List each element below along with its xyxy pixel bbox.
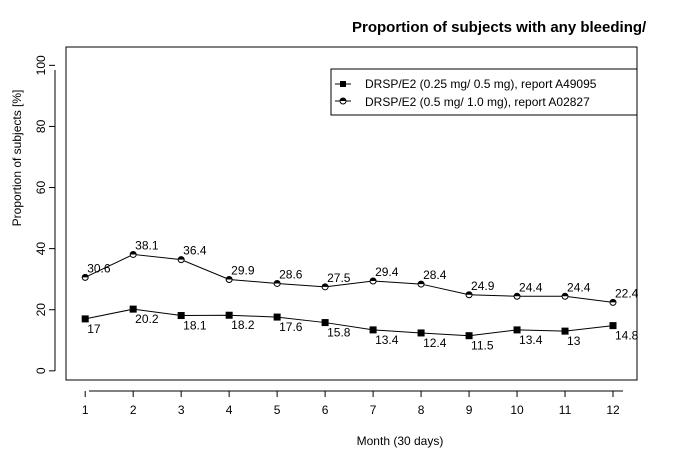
series-1-point-1 [81, 315, 89, 323]
legend-box [330, 68, 638, 116]
x-axis-label: Month (30 days) [357, 434, 444, 448]
series-2-point-3 [177, 256, 185, 264]
y-tick-label-40: 40 [34, 242, 48, 256]
series-2-point-fill-5 [274, 280, 281, 284]
y-tick-label-60: 60 [34, 181, 48, 195]
series-2-data-label-7: 29.4 [375, 265, 399, 279]
series-2-point-2 [129, 250, 137, 258]
series-1-point-12 [609, 322, 617, 330]
series-1-data-label-1: 17 [87, 322, 101, 336]
series-2-data-label-12: 22.4 [615, 286, 639, 300]
series-1-point-10 [513, 326, 521, 334]
series-1-point-5 [273, 313, 281, 321]
series-1-point-11 [561, 327, 569, 335]
series-1-point-6 [321, 319, 329, 327]
series-2-point-fill-10 [514, 293, 521, 297]
y-axis-ticks: 0 20 40 60 80 100 [34, 55, 55, 374]
series-1-point-7 [369, 326, 377, 334]
series-2-point-fill-1 [82, 274, 89, 278]
series-2-data-label-1: 30.6 [87, 261, 111, 275]
legend: DRSP/E2 (0.25 mg/ 0.5 mg), report A49095… [330, 68, 638, 116]
series-2-point-fill-7 [370, 278, 377, 282]
series-1-data-label-6: 15.8 [327, 326, 351, 340]
series-2: 30.6 38.1 36.4 29.9 28.6 27.5 29.4 28.4 24.9 24.4… [81, 238, 639, 306]
x-tick-label-9: 9 [466, 403, 473, 417]
series-1-data-label-4: 18.2 [231, 318, 255, 332]
series-2-point-4 [225, 275, 233, 283]
legend-label-series-2: DRSP/E2 (0.5 mg/ 1.0 mg), report A02827 [365, 95, 590, 109]
series-2-point-fill-4 [226, 276, 233, 280]
series-2-point-fill-12 [610, 299, 617, 303]
x-tick-label-11: 11 [559, 403, 572, 417]
series-1-point-4 [225, 311, 233, 319]
y-tick-label-100: 100 [34, 55, 48, 75]
series-1-data-label-8: 12.4 [423, 336, 447, 350]
series-2-point-fill-2 [130, 251, 137, 255]
series-2-data-label-2: 38.1 [135, 238, 159, 252]
x-tick-label-6: 6 [322, 403, 329, 417]
series-2-data-label-8: 28.4 [423, 268, 447, 282]
series-1-data-label-11: 13 [567, 334, 581, 348]
series-2-data-label-9: 24.9 [471, 279, 495, 293]
series-1-point-8 [417, 329, 425, 337]
x-tick-label-12: 12 [606, 403, 620, 417]
x-tick-label-7: 7 [370, 403, 377, 417]
series-1-data-label-10: 13.4 [519, 333, 543, 347]
series-2-point-9 [465, 291, 473, 299]
series-1: 17 20.2 18.1 18.2 17.6 15.8 13.4 12.4 11.5 13.4 13… [81, 305, 639, 353]
x-tick-label-8: 8 [418, 403, 425, 417]
series-2-point-10 [513, 292, 521, 300]
series-2-point-fill-11 [562, 293, 569, 297]
series-2-line [84, 253, 614, 303]
series-2-data-label-6: 27.5 [327, 271, 351, 285]
y-axis-label: Proportion of subjects [%] [10, 90, 24, 227]
legend-label-series-1: DRSP/E2 (0.25 mg/ 0.5 mg), report A49095 [365, 77, 597, 91]
series-1-data-label-12: 14.8 [615, 329, 639, 343]
series-1-line [85, 308, 614, 337]
series-2-point-fill-3 [178, 256, 185, 260]
chart-title: Proportion of subjects with any bleeding… [352, 19, 647, 36]
series-2-point-fill-8 [418, 281, 425, 285]
x-tick-label-1: 1 [82, 403, 89, 417]
series-2-data-label-10: 24.4 [519, 280, 543, 294]
series-2-data-label-4: 29.9 [231, 263, 255, 277]
series-2-point-8 [417, 280, 425, 288]
series-2-point-11 [561, 292, 569, 300]
series-2-point-12 [609, 298, 617, 306]
series-1-point-2 [129, 305, 137, 313]
series-2-point-5 [273, 279, 281, 287]
legend-marker-series-2-fill [340, 98, 346, 101]
series-2-point-6 [321, 283, 329, 291]
x-tick-label-10: 10 [510, 403, 524, 417]
series-1-point-9 [465, 332, 473, 340]
series-1-data-label-7: 13.4 [375, 333, 399, 347]
series-1-data-label-3: 18.1 [183, 319, 207, 333]
series-2-data-label-3: 36.4 [183, 244, 207, 258]
y-tick-label-80: 80 [34, 119, 48, 133]
x-tick-label-3: 3 [178, 403, 185, 417]
x-tick-label-2: 2 [130, 403, 137, 417]
legend-marker-series-1 [340, 81, 346, 87]
series-2-point-fill-6 [322, 283, 329, 287]
series-1-point-3 [177, 312, 185, 320]
x-tick-label-5: 5 [274, 403, 281, 417]
series-layer: 17 20.2 18.1 18.2 17.6 15.8 13.4 12.4 11.5 13.4 13… [81, 238, 639, 353]
series-1-data-label-5: 17.6 [279, 320, 303, 334]
series-2-point-fill-9 [466, 291, 473, 295]
series-2-point-7 [369, 277, 377, 285]
series-1-data-label-2: 20.2 [135, 312, 159, 326]
series-2-data-label-11: 24.4 [567, 280, 591, 294]
y-tick-label-0: 0 [34, 367, 48, 374]
x-axis-ticks: 1 2 3 4 5 6 7 8 9 10 11 12 [82, 391, 620, 417]
y-tick-label-20: 20 [34, 303, 48, 317]
plot-frame [65, 46, 638, 381]
series-1-data-label-9: 11.5 [471, 339, 494, 353]
x-tick-label-4: 4 [226, 403, 233, 417]
series-2-point-1 [81, 273, 89, 281]
series-2-data-label-5: 28.6 [279, 267, 303, 281]
